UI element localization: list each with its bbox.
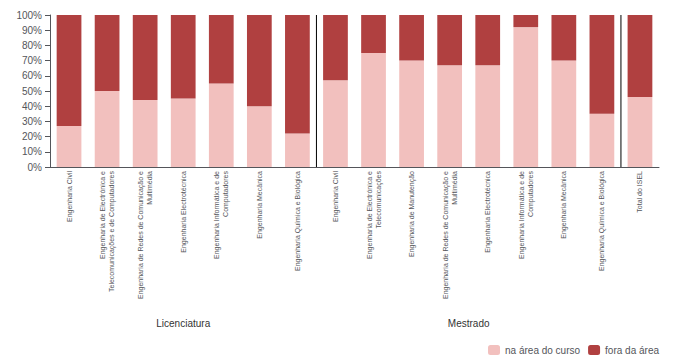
svg-text:Engenharia Química e Biológica: Engenharia Química e Biológica bbox=[294, 171, 302, 271]
svg-text:20%: 20% bbox=[22, 131, 42, 142]
svg-text:Engenharia Electrotécnica: Engenharia Electrotécnica bbox=[180, 171, 188, 253]
svg-text:80%: 80% bbox=[22, 40, 42, 51]
svg-text:30%: 30% bbox=[22, 116, 42, 127]
svg-text:Engenharia de Redes de Comunic: Engenharia de Redes de Comunicação e bbox=[442, 171, 450, 299]
svg-text:60%: 60% bbox=[22, 70, 42, 81]
svg-text:Computadores: Computadores bbox=[527, 171, 535, 217]
svg-text:Engenharia Informática e de: Engenharia Informática e de bbox=[213, 171, 221, 259]
svg-text:Engenharia Mecânica: Engenharia Mecânica bbox=[560, 171, 568, 239]
svg-text:Licenciatura: Licenciatura bbox=[156, 318, 210, 329]
svg-text:Computadores: Computadores bbox=[222, 171, 230, 217]
svg-text:Engenharia de Electrónica e: Engenharia de Electrónica e bbox=[366, 171, 374, 259]
svg-text:Multimédia: Multimédia bbox=[451, 171, 458, 205]
svg-text:10%: 10% bbox=[22, 146, 42, 157]
svg-text:fora da área: fora da área bbox=[605, 345, 659, 356]
svg-text:Multimédia: Multimédia bbox=[146, 171, 153, 205]
svg-text:90%: 90% bbox=[22, 25, 42, 36]
svg-text:Engenharia Civil: Engenharia Civil bbox=[66, 171, 74, 222]
svg-text:Engenharia de Electrónica e: Engenharia de Electrónica e bbox=[99, 171, 107, 259]
svg-text:Engenharia Civil: Engenharia Civil bbox=[332, 171, 340, 222]
svg-text:50%: 50% bbox=[22, 86, 42, 97]
svg-text:Mestrado: Mestrado bbox=[448, 318, 490, 329]
svg-text:0%: 0% bbox=[28, 162, 43, 173]
svg-text:Engenharia Química e Biológica: Engenharia Química e Biológica bbox=[598, 171, 606, 271]
svg-text:Engenharia de Redes de Comunic: Engenharia de Redes de Comunicação e bbox=[137, 171, 145, 299]
svg-text:Engenharia Informática e de: Engenharia Informática e de bbox=[518, 171, 526, 259]
svg-text:Engenharia Electrotécnica: Engenharia Electrotécnica bbox=[484, 171, 492, 253]
svg-text:Telecomunicações e de Computad: Telecomunicações e de Computadores bbox=[108, 171, 116, 293]
svg-text:na área do curso: na área do curso bbox=[505, 345, 580, 356]
svg-text:100%: 100% bbox=[16, 10, 42, 21]
svg-text:40%: 40% bbox=[22, 101, 42, 112]
svg-text:Engenharia Mecânica: Engenharia Mecânica bbox=[256, 171, 264, 239]
svg-text:Engenharia de Manutenção: Engenharia de Manutenção bbox=[408, 171, 416, 257]
svg-text:70%: 70% bbox=[22, 55, 42, 66]
svg-text:Total do ISEL: Total do ISEL bbox=[636, 171, 643, 213]
svg-text:Telecomunicações: Telecomunicações bbox=[375, 171, 383, 229]
